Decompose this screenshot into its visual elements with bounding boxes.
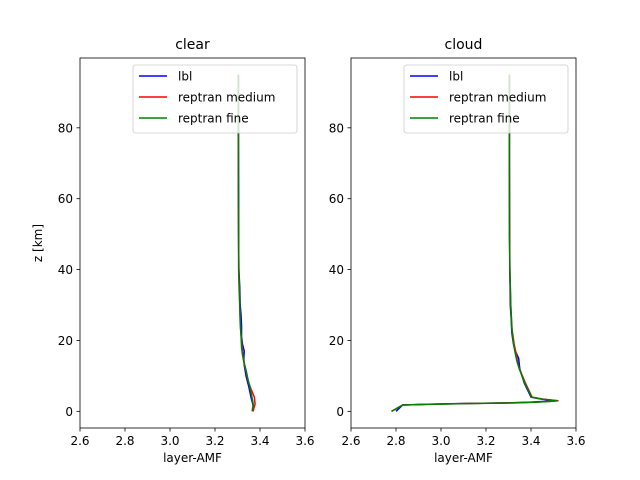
y-tick-label: 0 [65,405,73,419]
series-line-reptran-fine [391,74,558,412]
y-tick-label: 20 [58,334,73,348]
y-tick-label: 20 [329,334,344,348]
x-tick-label: 3.2 [205,434,224,448]
x-axis-label: layer-AMF [163,451,222,465]
x-tick-label: 3.0 [431,434,450,448]
legend-label: reptran fine [178,112,249,126]
x-tick-label: 3.4 [250,434,269,448]
series-line-reptran-fine [237,74,254,412]
x-tick-label: 2.8 [115,434,134,448]
legend-label: lbl [449,70,463,84]
y-tick-label: 0 [336,405,344,419]
x-tick-label: 2.6 [341,434,360,448]
chart-title: cloud [445,37,483,53]
plot-frame [350,57,577,429]
x-tick-label: 3.4 [521,434,540,448]
x-tick-label: 3.6 [566,434,585,448]
y-tick-label: 60 [329,192,344,206]
x-tick-label: 3.0 [160,434,179,448]
y-tick-label: 40 [58,263,73,277]
x-tick-label: 3.6 [295,434,314,448]
y-tick-label: 80 [329,121,344,135]
x-tick-label: 2.6 [70,434,89,448]
legend-box [403,64,569,134]
chart-title: clear [175,37,210,53]
y-tick-label: 40 [329,263,344,277]
legend-box [132,64,298,134]
plot-frame [79,57,306,429]
legend-label: lbl [178,70,192,84]
x-tick-label: 2.8 [386,434,405,448]
x-axis-label: layer-AMF [434,451,493,465]
y-axis-label: z [km] [31,224,45,262]
y-tick-label: 60 [58,192,73,206]
legend-label: reptran medium [449,91,546,105]
legend: lbl reptran medium reptran fine [132,64,298,134]
legend: lbl reptran medium reptran fine [403,64,569,134]
y-tick-label: 80 [58,121,73,135]
legend-label: reptran medium [178,91,275,105]
legend-label: reptran fine [449,112,520,126]
x-tick-label: 3.2 [476,434,495,448]
